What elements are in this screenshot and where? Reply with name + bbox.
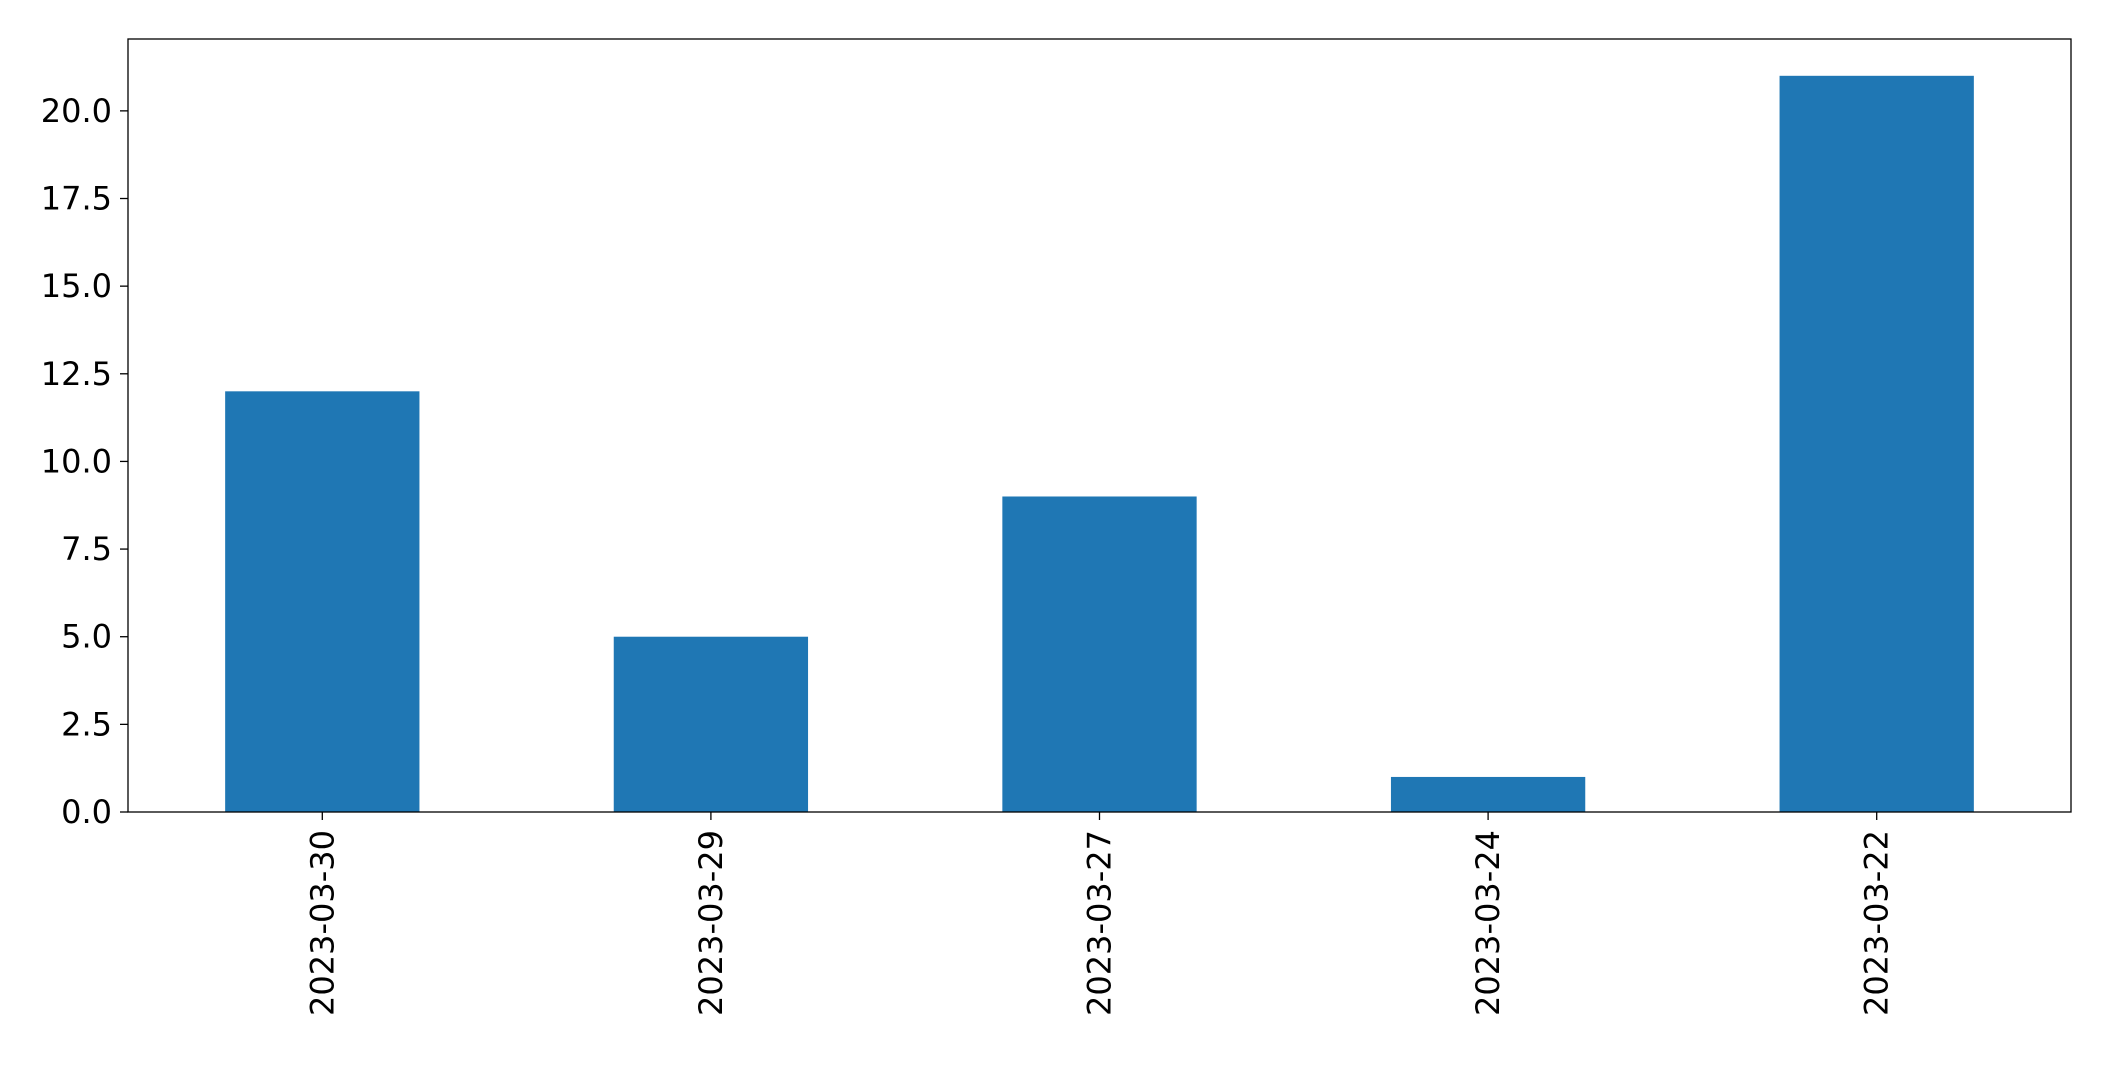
y-tick-label: 5.0 bbox=[61, 618, 112, 656]
bars-layer bbox=[225, 75, 1974, 813]
x-tick-label: 2023-03-30 bbox=[303, 830, 341, 1016]
y-tick-label: 7.5 bbox=[61, 530, 112, 568]
bar-2023-03-30 bbox=[225, 391, 420, 812]
bar-2023-03-22 bbox=[1779, 75, 1974, 813]
y-tick-label: 0.0 bbox=[61, 793, 112, 831]
bar-2023-03-24 bbox=[1390, 776, 1586, 812]
x-tick-label: 2023-03-24 bbox=[1469, 830, 1507, 1016]
y-tick-label: 20.0 bbox=[41, 92, 112, 130]
y-tick-label: 12.5 bbox=[41, 355, 112, 393]
bar-2023-03-27 bbox=[1002, 496, 1197, 812]
bar-2023-03-29 bbox=[613, 636, 809, 812]
y-tick-label: 15.0 bbox=[41, 267, 112, 305]
y-axis: 0.0 2.5 5.0 7.5 10.0 12.5 15.0 17.5 20.0 bbox=[41, 92, 128, 831]
x-tick-label: 2023-03-22 bbox=[1858, 830, 1896, 1016]
y-tick-label: 10.0 bbox=[41, 442, 112, 480]
x-tick-label: 2023-03-27 bbox=[1081, 830, 1119, 1016]
x-tick-label: 2023-03-29 bbox=[692, 830, 730, 1016]
y-tick-label: 17.5 bbox=[41, 180, 112, 218]
x-axis: 2023-03-30 2023-03-29 2023-03-27 2023-03-24… bbox=[303, 812, 1896, 1016]
y-tick-label: 2.5 bbox=[61, 705, 112, 743]
